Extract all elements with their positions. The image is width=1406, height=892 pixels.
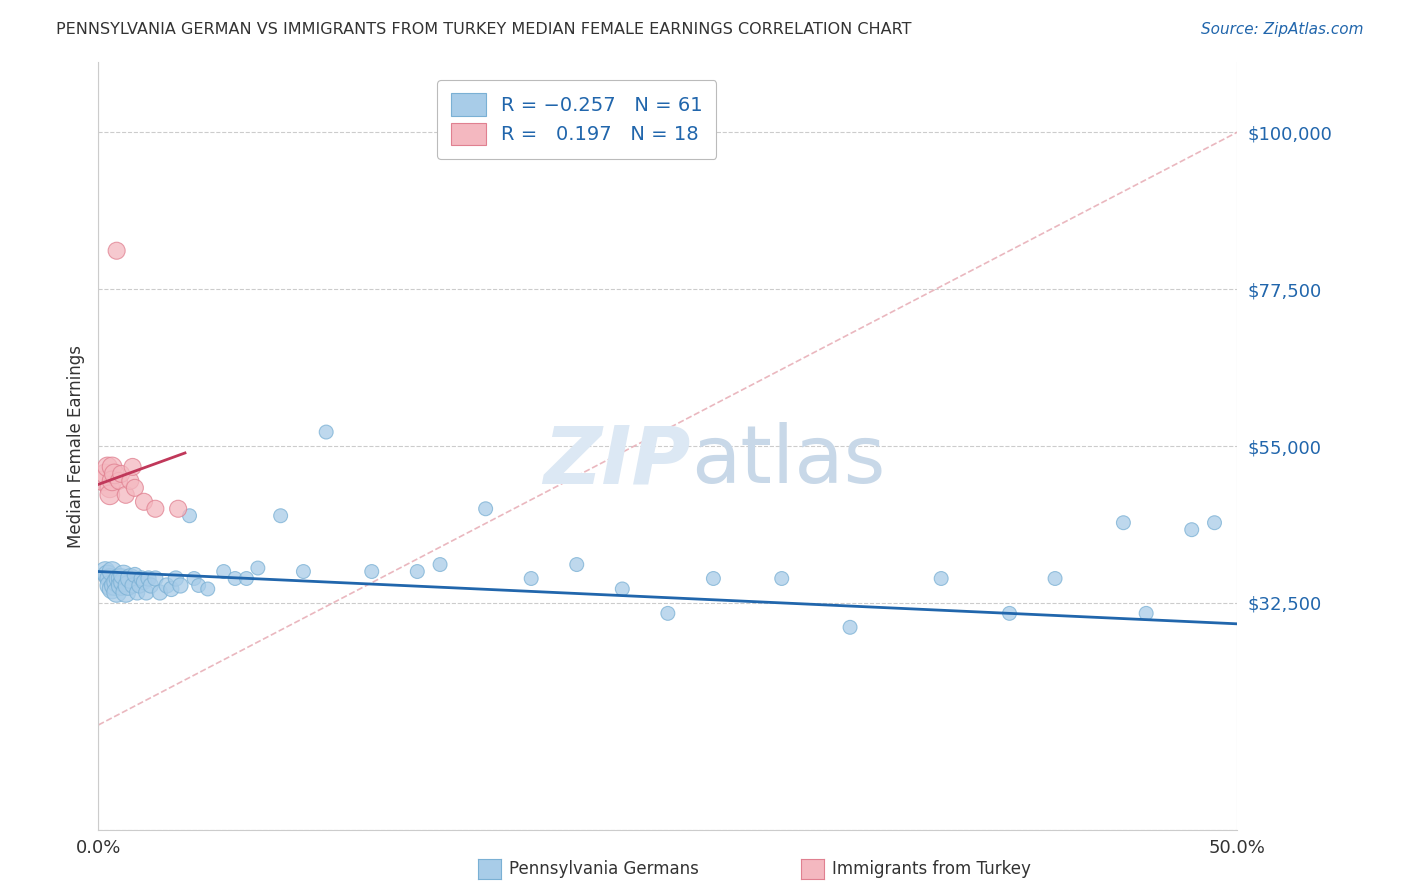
Point <box>520 572 543 586</box>
Point <box>1135 607 1157 621</box>
Point <box>145 501 167 516</box>
Point <box>94 565 117 579</box>
Point <box>101 459 124 474</box>
Point <box>167 501 190 516</box>
Point <box>183 572 205 586</box>
Point <box>1181 523 1204 537</box>
Point <box>127 585 149 599</box>
Point <box>998 607 1021 621</box>
Point <box>657 607 679 621</box>
Point <box>160 582 183 596</box>
Point <box>429 558 451 572</box>
Text: ZIP: ZIP <box>543 422 690 500</box>
Point <box>132 574 155 589</box>
Point <box>138 572 160 586</box>
Point <box>187 578 209 592</box>
Point <box>315 425 337 439</box>
Point <box>114 585 136 599</box>
Legend: R = −0.257   N = 61, R =   0.197   N = 18: R = −0.257 N = 61, R = 0.197 N = 18 <box>437 79 717 159</box>
Point <box>124 568 146 582</box>
Point <box>1204 516 1226 530</box>
Point <box>98 488 121 502</box>
Point <box>117 578 139 592</box>
Point <box>612 582 634 596</box>
Text: Pennsylvania Germans: Pennsylvania Germans <box>509 860 699 878</box>
Text: Immigrants from Turkey: Immigrants from Turkey <box>832 860 1031 878</box>
Point <box>110 572 132 586</box>
Point <box>105 574 128 589</box>
Point <box>224 572 246 586</box>
Point <box>145 572 167 586</box>
Point <box>156 578 179 592</box>
Point <box>246 561 269 575</box>
Point <box>770 572 793 586</box>
Point <box>929 572 952 586</box>
Point <box>101 565 124 579</box>
Point <box>98 578 121 592</box>
Point <box>114 488 136 502</box>
Y-axis label: Median Female Earnings: Median Female Earnings <box>66 344 84 548</box>
Point <box>121 578 143 592</box>
Point <box>179 508 201 523</box>
Text: Source: ZipAtlas.com: Source: ZipAtlas.com <box>1201 22 1364 37</box>
Point <box>120 572 142 586</box>
Point <box>702 572 724 586</box>
Point <box>120 474 142 488</box>
Point <box>165 572 187 586</box>
Point <box>108 572 131 586</box>
Point <box>212 565 235 579</box>
Point <box>112 574 135 589</box>
Point <box>105 244 128 258</box>
Point <box>406 565 429 579</box>
Point <box>132 495 155 509</box>
Point <box>1112 516 1135 530</box>
Point <box>91 474 114 488</box>
Point <box>101 582 124 596</box>
Point <box>110 467 132 481</box>
Point <box>131 572 153 586</box>
Point <box>121 459 143 474</box>
Point <box>360 565 382 579</box>
Point <box>103 578 125 592</box>
Point <box>108 474 131 488</box>
Point <box>96 459 118 474</box>
Point <box>103 467 125 481</box>
Point <box>105 585 128 599</box>
Text: PENNSYLVANIA GERMAN VS IMMIGRANTS FROM TURKEY MEDIAN FEMALE EARNINGS CORRELATION: PENNSYLVANIA GERMAN VS IMMIGRANTS FROM T… <box>56 22 911 37</box>
Point <box>270 508 292 523</box>
Text: atlas: atlas <box>690 422 884 500</box>
Point <box>98 481 121 495</box>
Point <box>169 578 191 592</box>
Point <box>197 582 219 596</box>
Point <box>110 578 132 592</box>
Point <box>135 585 157 599</box>
Point <box>839 620 862 634</box>
Point <box>149 585 172 599</box>
Point <box>124 481 146 495</box>
Point <box>96 568 118 582</box>
Point <box>94 467 117 481</box>
Point <box>112 568 135 582</box>
Point <box>98 572 121 586</box>
Point <box>1043 572 1066 586</box>
Point <box>139 578 162 592</box>
Point <box>101 474 124 488</box>
Point <box>128 578 150 592</box>
Point <box>292 565 315 579</box>
Point <box>565 558 588 572</box>
Point <box>474 501 496 516</box>
Point <box>235 572 257 586</box>
